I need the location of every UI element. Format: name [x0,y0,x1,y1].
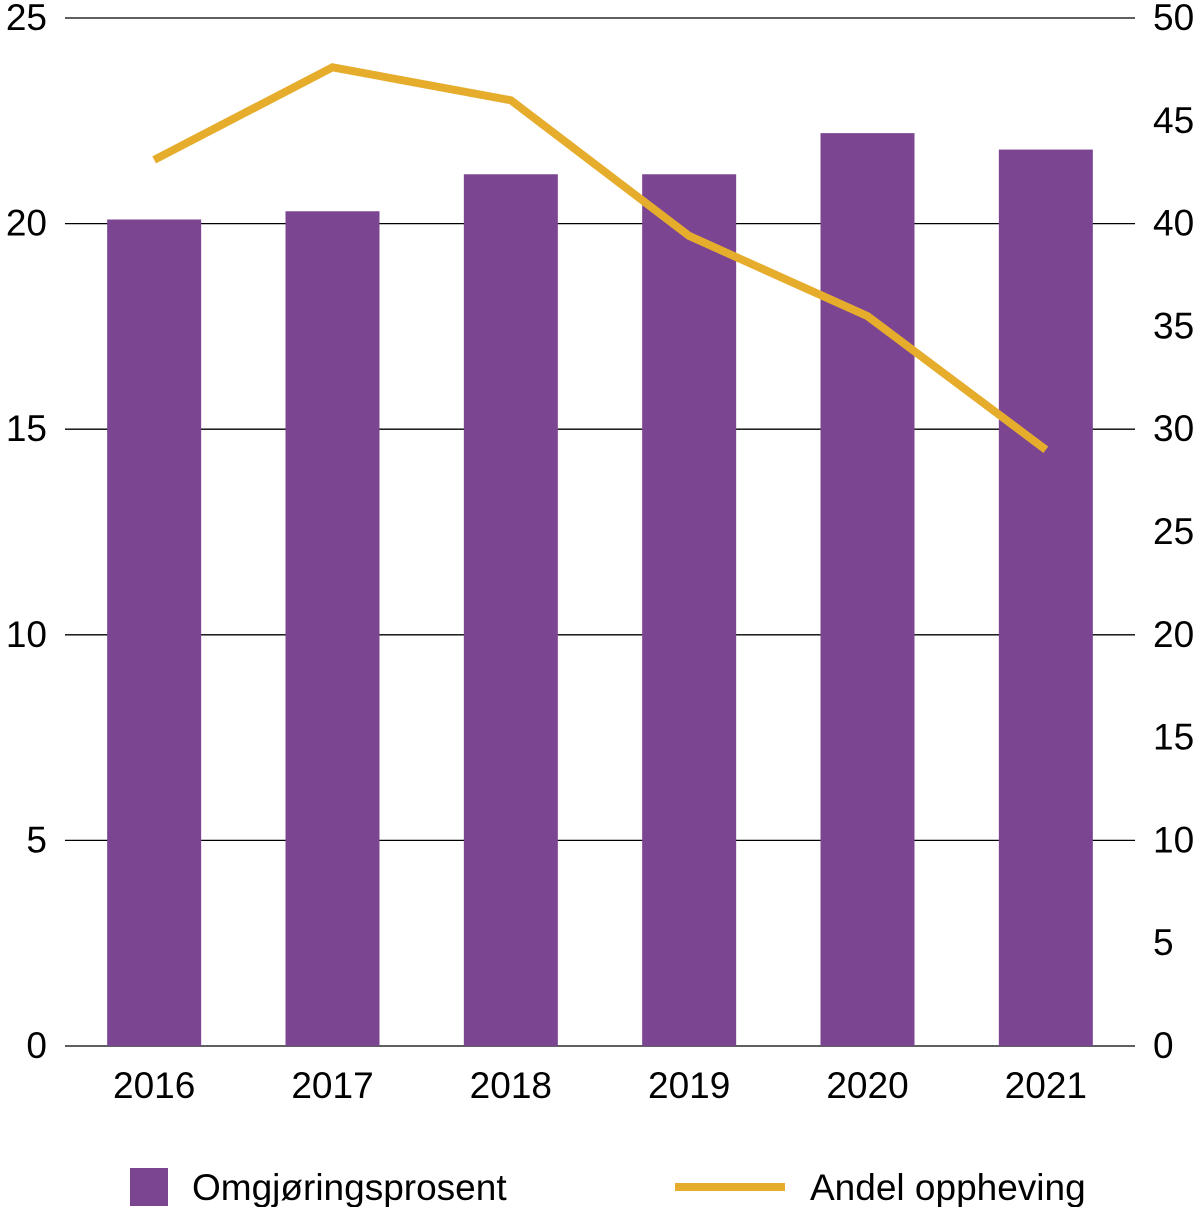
y-right-tick-label: 50 [1153,0,1194,38]
y-right-tick-label: 30 [1153,408,1194,449]
y-left-tick-label: 15 [6,408,47,449]
x-tick-label: 2019 [648,1065,730,1106]
x-tick-label: 2016 [113,1065,195,1106]
combo-chart: 0 5 10 15 20 25 0 5 10 15 20 25 30 35 40 45 50 2016 2017 20… [0,0,1200,1207]
y-right-tick-label: 5 [1153,922,1174,963]
bar [821,133,915,1046]
legend-bar-label: Omgjøringsprosent [192,1167,507,1207]
y-left-tick-label: 25 [6,0,47,38]
y-right-tick-label: 25 [1153,511,1194,552]
bar [999,150,1093,1046]
y-right-tick-label: 45 [1153,100,1194,141]
y-left-tick-label: 5 [26,819,47,860]
legend-line-label: Andel oppheving [810,1167,1086,1207]
x-tick-label: 2017 [291,1065,373,1106]
x-tick-label: 2018 [470,1065,552,1106]
y-right-tick-label: 20 [1153,614,1194,655]
bar [464,174,558,1046]
x-tick-label: 2020 [826,1065,908,1106]
y-right-tick-label: 40 [1153,203,1194,244]
y-left-tick-label: 10 [6,614,47,655]
legend-bar-swatch [130,1168,168,1206]
y-right-tick-label: 10 [1153,819,1194,860]
x-tick-label: 2021 [1005,1065,1087,1106]
y-left-tick-label: 20 [6,203,47,244]
y-left-tick-label: 0 [26,1025,47,1066]
bar [642,174,736,1046]
bar [286,211,380,1046]
y-right-tick-label: 35 [1153,305,1194,346]
y-right-tick-label: 0 [1153,1025,1174,1066]
y-right-tick-label: 15 [1153,717,1194,758]
bar [107,219,201,1046]
